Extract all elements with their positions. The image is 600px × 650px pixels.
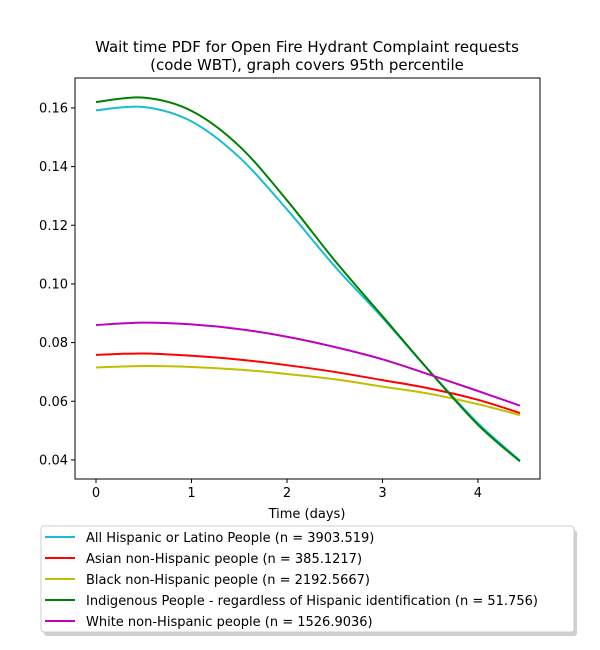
y-tick-label: 0.16: [39, 101, 68, 116]
x-tick-label: 4: [474, 486, 482, 501]
series-line-0: [95, 105, 521, 462]
x-tick-label: 1: [187, 486, 195, 501]
y-tick-label: 0.10: [39, 277, 68, 292]
y-tick-label: 0.04: [39, 453, 68, 468]
legend-label: Indigenous People - regardless of Hispan…: [86, 594, 538, 609]
series-line-4: [95, 321, 521, 407]
y-tick-label: 0.12: [39, 219, 68, 234]
legend-label: Black non-Hispanic people (n = 2192.5667…: [86, 573, 370, 588]
legend: All Hispanic or Latino People (n = 3903.…: [40, 525, 577, 636]
chart-title: Wait time PDF for Open Fire Hydrant Comp…: [95, 38, 519, 56]
y-tick-label: 0.14: [39, 160, 68, 175]
series-line-3: [95, 96, 521, 463]
x-tick-label: 3: [378, 486, 386, 501]
series-line-1: [95, 352, 521, 414]
legend-label: Asian non-Hispanic people (n = 385.1217): [86, 552, 362, 567]
legend-label: All Hispanic or Latino People (n = 3903.…: [86, 531, 374, 546]
x-axis-label: Time (days): [268, 507, 346, 522]
series-line-2: [95, 365, 521, 417]
y-tick-label: 0.06: [39, 395, 68, 410]
chart-subtitle: (code WBT), graph covers 95th percentile: [150, 56, 464, 74]
series-layer: [95, 96, 521, 463]
legend-box: [40, 525, 575, 633]
legend-label: White non-Hispanic people (n = 1526.9036…: [86, 615, 373, 630]
plot-area-frame: [74, 77, 541, 480]
x-tick-label: 0: [92, 486, 100, 501]
legend-entries: All Hispanic or Latino People (n = 3903.…: [45, 531, 538, 630]
x-tick-label: 2: [283, 486, 291, 501]
y-tick-label: 0.08: [39, 336, 68, 351]
ticks-layer: 0 1 2 3 4 0.04 0.06 0.08 0.10 0.12 0.14 0.16: [39, 101, 482, 501]
